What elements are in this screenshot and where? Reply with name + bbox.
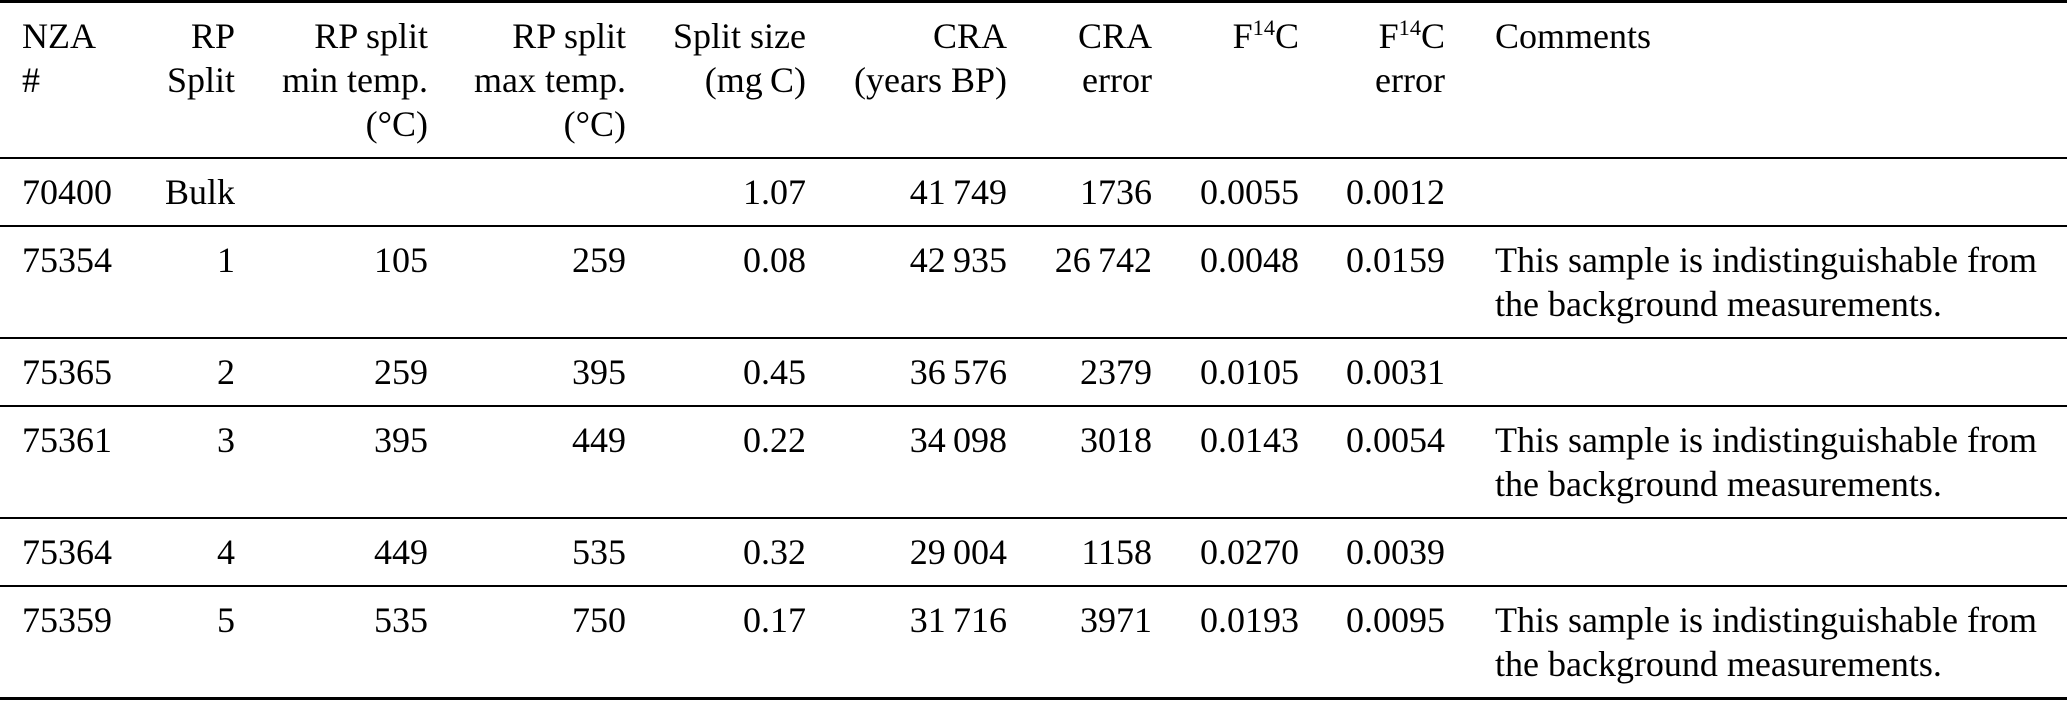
- cell-split-size: 1.07: [743, 172, 806, 212]
- cell-cra: 34 098: [909, 420, 1007, 460]
- col-header-comments: Comments: [1495, 16, 1652, 56]
- cell-rp-max: 750: [572, 600, 626, 640]
- cell-rp-split: 2: [217, 352, 235, 392]
- cell-f14c-error: 0.0054: [1346, 420, 1445, 460]
- cell-rp-max: 259: [572, 240, 626, 280]
- superscript-14: 14: [1398, 15, 1421, 40]
- cell-rp-min: [235, 158, 428, 226]
- cell-cra-error: 3018: [1080, 420, 1152, 460]
- cell-f14c: 0.0048: [1200, 240, 1299, 280]
- cell-cra-error: 26 742: [1054, 240, 1152, 280]
- table-row: 75354 1 105 259 0.08 42 935 26 742 0.004…: [0, 226, 2067, 338]
- table-row: 75365 2 259 395 0.45 36 576 2379 0.0105 …: [0, 338, 2067, 406]
- cell-nza: 75365: [22, 352, 112, 392]
- table-row: 70400 Bulk 1.07 41 749 1736 0.0055 0.001…: [0, 158, 2067, 226]
- cell-nza: 75354: [22, 240, 112, 280]
- cell-f14c-error: 0.0031: [1346, 352, 1445, 392]
- cell-split-size: 0.08: [743, 240, 806, 280]
- cell-f14c-error: 0.0012: [1346, 172, 1445, 212]
- col-header-f14c: F14C: [1232, 15, 1299, 56]
- cell-rp-max: 395: [572, 352, 626, 392]
- col-header-nza: NZA #: [22, 16, 96, 100]
- cell-nza: 75359: [22, 600, 112, 640]
- superscript-14: 14: [1252, 15, 1275, 40]
- cell-f14c: 0.0270: [1200, 532, 1299, 572]
- cell-rp-min: 449: [374, 532, 428, 572]
- cell-rp-min: 105: [374, 240, 428, 280]
- col-header-cra-error: CRA error: [1077, 16, 1152, 100]
- cell-nza: 75361: [22, 420, 112, 460]
- cell-f14c-error: 0.0159: [1346, 240, 1445, 280]
- cell-rp-min: 535: [374, 600, 428, 640]
- cell-comments: [1445, 158, 2067, 226]
- col-header-split-size: Split size (mg C): [673, 16, 806, 100]
- cell-rp-min: 259: [374, 352, 428, 392]
- cell-f14c-error: 0.0039: [1346, 532, 1445, 572]
- col-header-rp-split-min-temp: RP split min temp. (°C): [282, 16, 428, 144]
- cell-rp-max: 535: [572, 532, 626, 572]
- cell-cra: 41 749: [909, 172, 1007, 212]
- cell-cra: 31 716: [909, 600, 1007, 640]
- cell-f14c: 0.0143: [1200, 420, 1299, 460]
- table-row: 75364 4 449 535 0.32 29 004 1158 0.0270 …: [0, 518, 2067, 586]
- cell-comments: This sample is indistinguishable from th…: [1495, 240, 2037, 324]
- cell-cra-error: 2379: [1080, 352, 1152, 392]
- cell-comments: This sample is indistinguishable from th…: [1495, 600, 2037, 684]
- cell-cra-error: 1736: [1080, 172, 1152, 212]
- cell-f14c: 0.0055: [1200, 172, 1299, 212]
- cell-f14c: 0.0105: [1200, 352, 1299, 392]
- col-header-rp-split: RP Split: [166, 16, 235, 100]
- cell-split-size: 0.17: [743, 600, 806, 640]
- table-header-row: NZA # RP Split RP split min temp. (°C) R…: [0, 2, 2067, 158]
- cell-f14c-error: 0.0095: [1346, 600, 1445, 640]
- col-header-cra: CRA (years BP): [854, 16, 1007, 100]
- cell-f14c: 0.0193: [1200, 600, 1299, 640]
- cell-rp-max: [428, 158, 626, 226]
- cell-nza: 75364: [22, 532, 112, 572]
- cell-nza: 70400: [22, 172, 112, 212]
- cell-cra-error: 1158: [1081, 532, 1152, 572]
- cell-split-size: 0.22: [743, 420, 806, 460]
- cell-cra: 42 935: [909, 240, 1007, 280]
- cell-rp-split: 3: [217, 420, 235, 460]
- cell-comments: [1445, 518, 2067, 586]
- table-header: NZA # RP Split RP split min temp. (°C) R…: [0, 2, 2067, 158]
- cell-split-size: 0.45: [743, 352, 806, 392]
- cell-rp-split: 5: [217, 600, 235, 640]
- table-row: 75361 3 395 449 0.22 34 098 3018 0.0143 …: [0, 406, 2067, 518]
- cell-rp-min: 395: [374, 420, 428, 460]
- cell-cra: 36 576: [909, 352, 1007, 392]
- cell-rp-split: Bulk: [164, 172, 235, 212]
- cell-rp-split: 1: [217, 240, 235, 280]
- col-header-f14c-error: F14C error: [1375, 15, 1445, 100]
- cell-comments: [1445, 338, 2067, 406]
- cell-comments: This sample is indistinguishable from th…: [1495, 420, 2037, 504]
- cell-cra-error: 3971: [1080, 600, 1152, 640]
- table-row: 75359 5 535 750 0.17 31 716 3971 0.0193 …: [0, 586, 2067, 699]
- cell-cra: 29 004: [909, 532, 1007, 572]
- cell-rp-max: 449: [572, 420, 626, 460]
- col-header-rp-split-max-temp: RP split max temp. (°C): [474, 16, 626, 144]
- cell-rp-split: 4: [217, 532, 235, 572]
- table-body: 70400 Bulk 1.07 41 749 1736 0.0055 0.001…: [0, 158, 2067, 699]
- cell-split-size: 0.32: [743, 532, 806, 572]
